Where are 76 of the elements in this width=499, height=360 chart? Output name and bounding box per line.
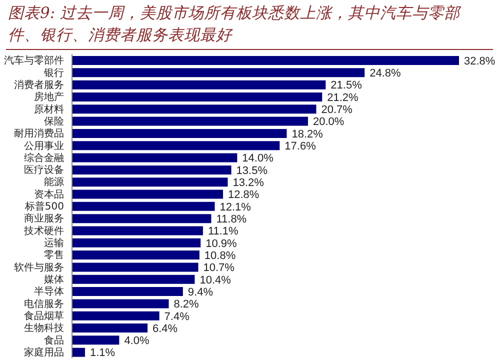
data-label: 7.4% [164,310,190,323]
data-label: 10.4% [200,274,232,286]
bar [72,116,308,126]
y-tick-label: 原材料 [34,103,64,116]
data-label: 12.8% [228,189,260,202]
y-tick-label: 能源 [44,176,64,188]
y-tick-label: 汽车与零部件 [4,54,64,67]
data-label: 6.4% [152,322,178,335]
data-label: 14.0% [242,152,274,165]
y-tick-label: 运输 [44,237,64,250]
y-tick-label: 医疗设备 [24,164,64,176]
data-label: 18.2% [292,128,324,140]
y-tick-label: 消费者服务 [14,78,64,91]
bar [72,104,316,114]
bar [72,324,148,333]
data-label: 13.2% [232,177,264,190]
y-tick-label: 食品烟草 [24,310,64,322]
y-tick-label: 房地产 [34,91,64,104]
data-label: 21.5% [330,80,362,92]
y-tick-label: 技术硬件 [23,224,64,237]
data-label: 10.9% [206,238,238,250]
y-tick-label: 食品 [44,334,64,346]
bar [72,92,322,102]
y-tick-label: 半导体 [34,286,64,298]
data-label: 4.0% [124,335,150,348]
data-label: 21.2% [327,92,359,104]
bar [72,141,280,150]
data-label: 17.6% [284,140,316,153]
bar [72,336,120,345]
data-label: 11.8% [216,213,247,226]
data-label: 12.1% [220,201,252,214]
y-tick-label: 耐用消费品 [14,128,64,140]
y-tick-label: 标普500 [24,200,64,213]
bar [72,262,198,272]
bar [72,68,365,78]
y-tick-label: 商业服务 [24,212,64,225]
bar [72,80,326,90]
bar [72,311,160,320]
bar [72,238,201,248]
bar [72,274,195,284]
y-tick-label: 资本品 [34,188,64,200]
bar [72,190,224,199]
bar [72,56,459,65]
bar [72,202,215,211]
data-label: 20.7% [321,104,353,116]
y-tick-label: 生物科技 [24,322,64,334]
data-label: 10.8% [204,250,236,262]
data-label: 1.1% [90,347,116,360]
data-label: 24.8% [370,68,402,80]
y-tick-label: 家庭用品 [24,346,64,358]
data-label: 20.0% [312,116,344,128]
data-label: 8.2% [174,298,200,311]
bar [72,348,85,357]
data-label: 32.8% [464,55,496,68]
bar [72,226,203,236]
bar [72,178,228,187]
bar [72,299,169,308]
y-tick-label: 软件与服务 [14,261,64,274]
bar [72,250,200,260]
bar [72,214,212,224]
y-tick-label: 保险 [44,115,64,128]
data-label: 10.7% [203,262,235,274]
bar [72,153,238,162]
y-tick-label: 公用事业 [24,140,64,152]
chart-title: 图表9: 过去一周，美股市场所有板块悉数上涨，其中汽车与零部件、银行、消费者服务表现最好 [7,3,462,46]
data-label: 9.4% [188,286,214,298]
y-tick-label: 零售 [44,249,64,262]
y-tick-label: 媒体 [44,274,64,286]
y-tick-label: 银行 [43,68,64,79]
data-label: 13.5% [236,164,268,177]
data-label: 11.1% [208,226,239,238]
bar [72,165,232,174]
bar [72,287,183,296]
y-tick-label: 电信服务 [24,298,64,310]
y-tick-label: 综合金融 [24,152,64,164]
bar [72,128,287,138]
